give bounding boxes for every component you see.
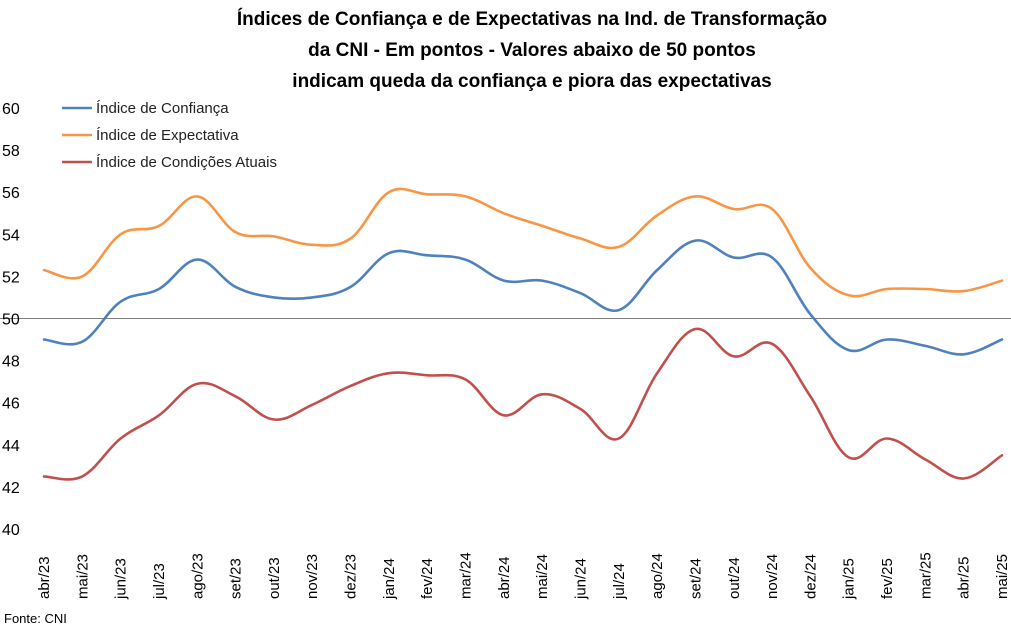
legend: Índice de Confiança Índice de Expectativa… — [62, 100, 277, 171]
x-tick-label: set/24 — [687, 558, 704, 599]
x-tick-label: jun/23 — [113, 558, 130, 600]
series-line-indice-de-expectativa — [42, 187, 1004, 298]
legend-label: Índice de Condições Atuais — [96, 154, 277, 171]
y-tick-label: 60 — [2, 101, 20, 118]
x-tick-label: mai/23 — [74, 554, 91, 599]
y-tick-label: 44 — [2, 438, 20, 455]
x-tick-label: mar/25 — [917, 552, 934, 599]
y-axis-ticks: 40 42 44 46 48 50 52 54 56 58 60 — [2, 101, 20, 539]
y-tick-label: 48 — [2, 354, 20, 371]
chart-title-line-1: Índices de Confiança e de Expectativas n… — [237, 8, 827, 30]
chart-title-line-2: da CNI - Em pontos - Valores abaixo de 5… — [308, 40, 756, 61]
x-tick-label: jul/24 — [611, 563, 628, 600]
y-tick-label: 58 — [2, 143, 20, 160]
chart-title: Índices de Confiança e de Expectativas n… — [237, 8, 827, 92]
x-tick-label: mai/24 — [534, 554, 551, 599]
x-tick-label: out/23 — [266, 557, 283, 599]
source-note: Fonte: CNI — [4, 611, 67, 626]
y-tick-label: 52 — [2, 269, 20, 286]
x-axis-ticks: abr/23 mai/23 jun/23 jul/23 ago/23 set/23 out/… — [36, 552, 1011, 600]
legend-label: Índice de Confiança — [96, 100, 229, 117]
y-tick-label: 56 — [2, 185, 20, 202]
x-tick-label: abr/23 — [36, 556, 53, 599]
y-tick-label: 54 — [2, 227, 20, 244]
legend-item: Índice de Confiança — [62, 100, 229, 117]
series-layer — [42, 187, 1004, 481]
chart-title-line-3: indicam queda da confiança e piora das e… — [292, 71, 771, 92]
y-tick-label: 42 — [2, 480, 20, 497]
y-tick-label: 50 — [2, 312, 20, 329]
x-tick-label: ago/23 — [189, 553, 206, 599]
y-tick-label: 46 — [2, 396, 20, 413]
x-tick-label: jan/25 — [841, 558, 858, 600]
x-tick-label: jan/24 — [381, 558, 398, 600]
x-tick-label: mar/24 — [458, 552, 475, 599]
x-tick-label: mai/25 — [994, 554, 1011, 599]
x-tick-label: jun/24 — [572, 558, 589, 600]
legend-label: Índice de Expectativa — [96, 127, 239, 144]
x-tick-label: set/23 — [228, 558, 245, 599]
x-tick-label: abr/25 — [956, 556, 973, 599]
x-tick-label: nov/24 — [764, 554, 781, 599]
y-tick-label: 40 — [2, 522, 20, 539]
x-tick-label: fev/25 — [879, 558, 896, 599]
x-tick-label: dez/23 — [343, 554, 360, 599]
x-tick-label: ago/24 — [649, 553, 666, 599]
series-line-indice-de-condicoes-atuais — [42, 327, 1004, 481]
x-tick-label: jul/23 — [151, 563, 168, 600]
x-tick-label: dez/24 — [802, 554, 819, 599]
legend-item: Índice de Expectativa — [62, 127, 239, 144]
series-line-indice-de-confianca — [42, 239, 1004, 356]
x-tick-label: fev/24 — [419, 558, 436, 599]
legend-item: Índice de Condições Atuais — [62, 154, 277, 171]
x-tick-label: out/24 — [726, 557, 743, 599]
x-tick-label: abr/24 — [496, 556, 513, 599]
x-tick-label: nov/23 — [304, 554, 321, 599]
